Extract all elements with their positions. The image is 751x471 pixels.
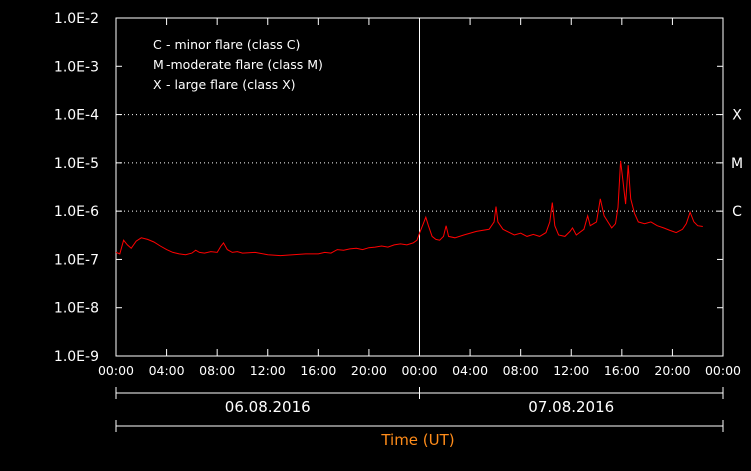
date-label: 06.08.2016 <box>225 398 311 416</box>
x-axis-label: Time (UT) <box>380 431 454 449</box>
y-tick-label: 1.0E-4 <box>54 108 99 124</box>
class-label-c: C <box>732 204 742 220</box>
x-tick-label: 08:00 <box>199 363 235 378</box>
y-tick-label: 1.0E-8 <box>54 301 99 317</box>
x-tick-label: 12:00 <box>250 363 286 378</box>
class-label-m: M <box>731 156 743 172</box>
legend: C - minor flare (class C)M -moderate flare… <box>153 37 323 92</box>
legend-key-c: C <box>153 37 162 52</box>
class-labels: X M C <box>731 108 743 221</box>
y-tick-label: 1.0E-3 <box>54 59 99 75</box>
x-tick-label: 00:00 <box>705 363 741 378</box>
legend-key-x: X <box>153 77 162 92</box>
y-tick-label: 1.0E-2 <box>54 11 99 27</box>
x-tick-label: 04:00 <box>452 363 488 378</box>
x-tick-label: 16:00 <box>300 363 336 378</box>
x-tick-label: 20:00 <box>351 363 387 378</box>
legend-text-c: - minor flare (class C) <box>166 37 300 52</box>
class-label-x: X <box>732 108 742 124</box>
x-tick-label: 00:00 <box>98 363 134 378</box>
y-tick-label: 1.0E-7 <box>54 252 99 268</box>
legend-key-m: M <box>153 57 164 72</box>
y-tick-label: 1.0E-5 <box>54 156 99 172</box>
x-tick-label: 16:00 <box>604 363 640 378</box>
x-tick-labels: 00:00 04:00 08:00 12:00 16:00 20:00 00:00 04:00… <box>98 363 741 378</box>
y-tick-label: 1.0E-6 <box>54 204 99 220</box>
x-tick-label: 08:00 <box>503 363 539 378</box>
date-brackets: 06.08.2016 07.08.2016 <box>115 387 724 432</box>
axis-ticks <box>115 17 724 357</box>
x-tick-label: 20:00 <box>654 363 690 378</box>
y-tick-labels: 1.0E-2 1.0E-3 1.0E-4 1.0E-5 1.0E-6 1.0E-7 1.0E… <box>54 11 99 365</box>
legend-text-x: - large flare (class X) <box>166 77 296 92</box>
x-tick-label: 12:00 <box>553 363 589 378</box>
xray-flux-line <box>115 160 703 257</box>
legend-text-m: -moderate flare (class M) <box>166 57 323 72</box>
x-tick-label: 00:00 <box>401 363 437 378</box>
x-tick-label: 04:00 <box>149 363 185 378</box>
date-label: 07.08.2016 <box>528 398 614 416</box>
y-tick-label: 1.0E-9 <box>54 349 99 365</box>
